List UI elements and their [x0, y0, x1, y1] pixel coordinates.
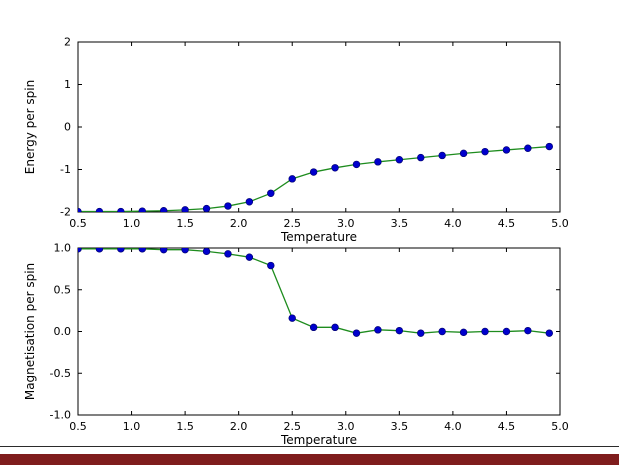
data-point — [267, 189, 275, 198]
x-tick-label: 2.0 — [230, 420, 248, 433]
data-point — [459, 149, 468, 158]
data-point — [374, 158, 382, 166]
y-tick-label: 0.0 — [54, 325, 72, 338]
y-tick-label: -2 — [60, 206, 71, 219]
data-point — [459, 328, 468, 337]
data-point — [159, 248, 168, 254]
data-point — [78, 207, 82, 212]
x-tick-label: 3.0 — [337, 217, 355, 230]
x-tick-label: 3.5 — [391, 420, 409, 433]
data-point — [331, 164, 339, 172]
y-tick-label: -1 — [60, 163, 71, 176]
y-tick-label: -1.0 — [50, 409, 71, 422]
data-point — [95, 207, 104, 212]
data-point — [374, 326, 382, 334]
data-point — [138, 248, 146, 253]
data-point — [202, 248, 211, 256]
data-point — [417, 153, 425, 162]
data-point — [288, 314, 296, 322]
data-point — [438, 327, 446, 336]
data-point — [331, 323, 339, 332]
y-axis-label: Magnetisation per spin — [23, 263, 37, 400]
bottom-bar — [0, 454, 619, 465]
subplot-0: 0.5 1.0 1.5 2.0 2.5 3.0 3.5 4.0 4.5 5.0 -2 -1 0 1 2 Tem… — [23, 36, 569, 245]
data-point — [224, 202, 232, 210]
y-axis-label: Energy per spin — [23, 80, 37, 174]
y-tick-label: -0.5 — [50, 367, 71, 380]
y-tick-label: 1.0 — [54, 242, 72, 255]
data-point — [309, 168, 318, 176]
x-tick-label: 1.5 — [176, 217, 194, 230]
data-point — [245, 198, 254, 206]
data-point — [417, 329, 425, 337]
data-point — [138, 207, 146, 212]
x-tick-label: 5.0 — [551, 420, 569, 433]
x-tick-label: 4.5 — [498, 420, 516, 433]
data-point — [78, 248, 82, 253]
x-tick-label: 0.5 — [69, 420, 87, 433]
data-point — [288, 175, 296, 183]
data-point — [117, 248, 125, 253]
x-tick-label: 4.5 — [498, 217, 516, 230]
data-layer — [78, 142, 553, 212]
y-tick-label: 0.5 — [54, 283, 72, 296]
data-point — [481, 327, 489, 336]
data-point — [352, 329, 361, 337]
data-point — [395, 156, 404, 164]
x-tick-label: 2.0 — [230, 217, 248, 230]
ising-model-charts: 0.5 1.0 1.5 2.0 2.5 3.0 3.5 4.0 4.5 5.0 -2 -1 0 1 2 Tem… — [23, 36, 569, 448]
data-point — [117, 207, 125, 212]
x-tick-label: 1.0 — [123, 217, 141, 230]
x-tick-label: 1.0 — [123, 420, 141, 433]
data-point — [502, 146, 511, 154]
x-tick-label: 4.0 — [444, 217, 462, 230]
data-point — [545, 142, 553, 151]
y-tick-label: 0 — [64, 121, 71, 134]
data-point — [481, 147, 489, 156]
x-tick-label: 3.0 — [337, 420, 355, 433]
data-point — [95, 248, 104, 253]
x-tick-label: 2.5 — [283, 217, 301, 230]
data-point — [438, 151, 446, 160]
data-point — [524, 144, 532, 152]
subplot-1: 0.5 1.0 1.5 2.0 2.5 3.0 3.5 4.0 4.5 5.0 -1.0 -0.5 0.… — [23, 242, 569, 448]
x-tick-label: 1.5 — [176, 420, 194, 433]
x-tick-label: 5.0 — [551, 217, 569, 230]
data-point — [502, 327, 511, 336]
y-tick-label: 2 — [64, 36, 71, 49]
data-point — [352, 160, 361, 169]
data-point — [202, 204, 211, 212]
data-layer — [78, 248, 553, 337]
x-tick-label: 3.5 — [391, 217, 409, 230]
data-point — [224, 250, 232, 258]
x-axis-label: Temperature — [280, 433, 357, 447]
x-tick-label: 2.5 — [283, 420, 301, 433]
x-axis-label: Temperature — [280, 230, 357, 244]
data-point — [159, 207, 168, 212]
axes-frame — [77, 41, 561, 213]
data-point — [545, 329, 553, 337]
divider — [0, 446, 619, 447]
data-point — [267, 261, 275, 270]
data-point — [181, 248, 189, 254]
data-point — [181, 206, 189, 212]
y-tick-label: 1 — [64, 78, 71, 91]
data-point — [395, 326, 404, 335]
x-tick-label: 4.0 — [444, 420, 462, 433]
x-tick-label: 0.5 — [69, 217, 87, 230]
data-point — [309, 323, 318, 332]
data-point — [524, 326, 532, 335]
data-point — [245, 253, 254, 261]
